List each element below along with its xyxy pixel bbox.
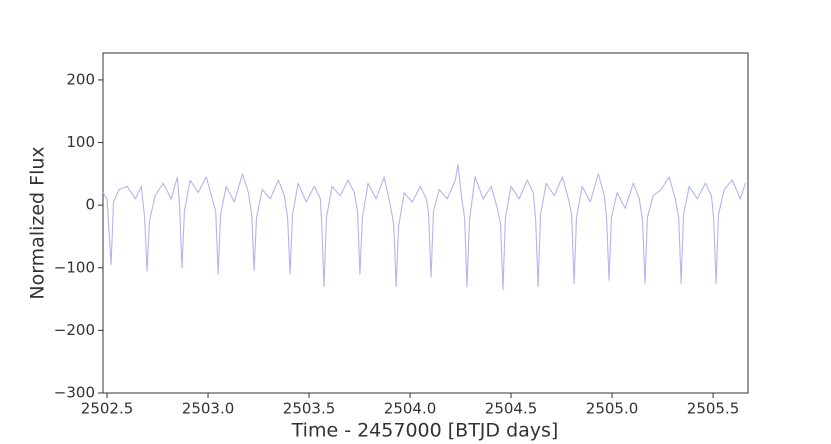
x-tick-label: 2502.5 [81, 400, 134, 418]
y-axis-label: Normalized Flux [27, 146, 49, 299]
x-tick-label: 2505.0 [586, 400, 639, 418]
x-tick-label: 2503.0 [182, 400, 235, 418]
y-tick-label: 100 [66, 133, 95, 151]
x-tick-label: 2504.5 [485, 400, 538, 418]
y-tick-label: −200 [54, 321, 95, 339]
plot-frame [102, 52, 749, 394]
flux-line [102, 163, 746, 291]
y-tick-label: 200 [66, 70, 95, 88]
y-tick-label: −300 [54, 384, 95, 402]
x-axis-label: Time - 2457000 [BTJD days] [291, 420, 559, 442]
x-tick-label: 2504.0 [384, 400, 437, 418]
x-tick-label: 2505.5 [687, 400, 740, 418]
x-tick-label: 2503.5 [283, 400, 336, 418]
y-tick-label: −100 [54, 258, 95, 276]
y-tick-label: 0 [85, 196, 95, 214]
